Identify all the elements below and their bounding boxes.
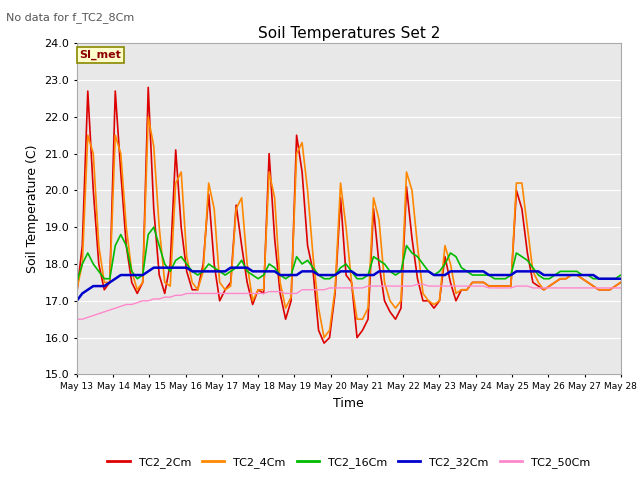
Text: No data for f_TC2_8Cm: No data for f_TC2_8Cm [6,12,134,23]
Text: SI_met: SI_met [79,50,122,60]
X-axis label: Time: Time [333,396,364,409]
Y-axis label: Soil Temperature (C): Soil Temperature (C) [26,144,39,273]
Title: Soil Temperatures Set 2: Soil Temperatures Set 2 [258,25,440,41]
Legend: TC2_2Cm, TC2_4Cm, TC2_16Cm, TC2_32Cm, TC2_50Cm: TC2_2Cm, TC2_4Cm, TC2_16Cm, TC2_32Cm, TC… [103,453,595,473]
